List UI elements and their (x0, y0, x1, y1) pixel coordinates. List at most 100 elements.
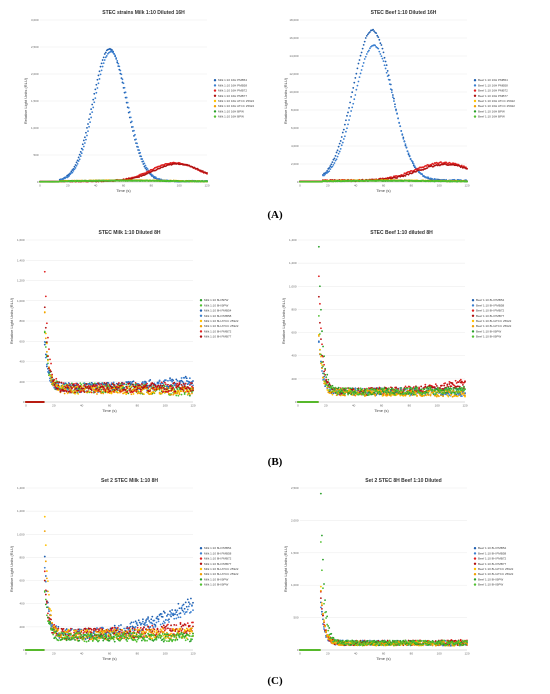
x-axis-label: Time (s) (116, 188, 131, 193)
data-point (395, 109, 397, 112)
data-point (459, 378, 462, 381)
data-point (458, 165, 461, 167)
data-point (95, 91, 98, 94)
data-point (43, 311, 46, 314)
data-point (354, 77, 357, 79)
data-point (191, 392, 193, 395)
data-point (142, 160, 145, 163)
data-point (64, 388, 67, 390)
data-point (125, 383, 128, 386)
legend-entry: Milk 1:10 16H BPW (218, 109, 244, 113)
data-point (342, 128, 345, 131)
data-point (186, 390, 189, 393)
y-tick-label: 16,000 (289, 36, 299, 40)
data-point (362, 62, 365, 64)
data-point (121, 78, 124, 81)
data-point (117, 62, 120, 65)
legend-marker (199, 304, 203, 307)
data-point (47, 359, 49, 362)
data-point (87, 123, 89, 125)
data-point (421, 395, 424, 398)
data-point (393, 100, 395, 102)
series-points (39, 47, 208, 183)
data-point (89, 113, 91, 116)
data-point (351, 91, 354, 94)
data-point (59, 390, 62, 393)
data-point (178, 393, 181, 396)
data-point (177, 394, 180, 397)
y-tick-label: 1,200 (289, 261, 297, 265)
data-point (384, 393, 387, 396)
data-point (466, 168, 468, 170)
data-point (466, 180, 468, 183)
data-point (375, 32, 378, 35)
data-point (347, 111, 349, 114)
legend-marker (199, 319, 203, 323)
data-point (146, 386, 148, 389)
data-point (100, 392, 103, 395)
data-point (404, 144, 407, 147)
data-point (323, 370, 325, 373)
data-point (460, 165, 463, 168)
legend-marker (473, 105, 477, 108)
data-point (377, 36, 380, 39)
data-point (174, 390, 177, 393)
x-tick-label: 40 (94, 184, 98, 188)
data-point (53, 383, 56, 386)
data-point (418, 387, 420, 390)
x-tick-label: 100 (437, 184, 442, 188)
data-point (457, 381, 460, 384)
data-point (122, 82, 125, 85)
data-point (191, 380, 193, 383)
data-point (175, 378, 178, 381)
data-point (427, 394, 430, 397)
data-point (106, 386, 109, 389)
data-point (82, 145, 85, 148)
y-tick-label: 2,000 (291, 162, 299, 166)
data-point (396, 112, 398, 115)
data-point (44, 326, 47, 329)
data-point (181, 380, 184, 383)
data-point (172, 379, 175, 382)
data-point (97, 74, 100, 77)
data-point (428, 389, 431, 392)
data-point (373, 30, 376, 33)
data-point (90, 391, 93, 394)
data-point (333, 162, 336, 164)
data-point (113, 52, 116, 55)
legend-marker (213, 79, 217, 82)
y-tick-label: 2,000 (31, 72, 39, 76)
data-point (339, 140, 342, 142)
x-tick-label: 0 (25, 404, 27, 408)
data-point (201, 170, 204, 172)
data-point (403, 140, 406, 143)
data-point (44, 332, 47, 335)
data-point (146, 167, 149, 170)
data-point (79, 150, 82, 153)
data-point (323, 363, 325, 366)
legend-entry: Beef 1:10 16H BPW (478, 109, 505, 113)
data-point (131, 125, 134, 128)
data-point (150, 393, 153, 395)
data-point (71, 171, 74, 174)
series-points (299, 44, 468, 183)
data-point (80, 390, 83, 393)
data-point (369, 31, 371, 33)
data-point (423, 175, 426, 178)
data-point (146, 382, 148, 385)
data-point (172, 393, 175, 396)
data-point (397, 387, 400, 390)
data-point (350, 110, 353, 112)
y-tick-label: 10,000 (289, 90, 299, 94)
data-point (339, 394, 342, 397)
data-point (45, 365, 48, 368)
data-point (78, 386, 81, 389)
data-point (381, 393, 384, 395)
data-point (83, 383, 86, 386)
x-tick-label: 80 (410, 184, 414, 188)
data-point (391, 96, 394, 99)
data-point (100, 69, 103, 72)
data-point (68, 383, 71, 385)
data-point (144, 164, 147, 167)
data-point (73, 390, 75, 393)
